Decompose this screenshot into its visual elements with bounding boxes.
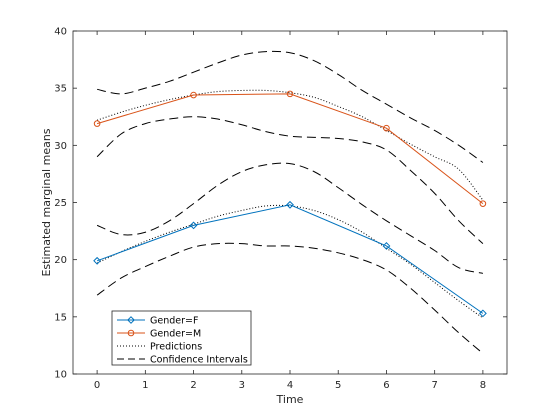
x-tick-label: 2 <box>190 380 196 391</box>
y-tick-label: 40 <box>54 27 67 38</box>
data-point-gender-f <box>286 200 294 209</box>
y-tick-label: 35 <box>54 84 67 95</box>
legend-label: Gender=M <box>150 329 201 340</box>
legend: Gender=F Gender=M Predictions Confidence In… <box>111 310 252 366</box>
y-tick-label: 25 <box>54 198 67 209</box>
y-tick-label: 15 <box>54 312 67 323</box>
x-tick-label: 8 <box>480 380 486 391</box>
x-tick-label: 7 <box>431 380 437 391</box>
x-tick-label: 4 <box>287 380 293 391</box>
data-point-gender-m <box>190 91 197 99</box>
x-axis-title: Time <box>276 393 304 406</box>
data-point-gender-m <box>479 200 487 207</box>
data-point-gender-m <box>93 120 101 127</box>
y-tick-label: 30 <box>54 141 67 152</box>
confidence-interval-line <box>96 162 484 274</box>
y-tick-label: 20 <box>54 255 67 266</box>
axes-layer: 0 1 2 3 4 5 6 7 8 10 15 20 25 30 35 40 <box>54 27 507 391</box>
data-point-gender-m <box>286 90 294 98</box>
legend-label: Predictions <box>150 342 202 353</box>
data-point-gender-f <box>478 309 487 318</box>
prediction-line <box>96 89 484 201</box>
series-layer <box>93 50 487 354</box>
series-line-gender-m <box>96 93 484 205</box>
legend-marker <box>127 316 135 324</box>
legend-label: Gender=F <box>150 316 198 327</box>
legend-label: Confidence Intervals <box>150 355 248 366</box>
data-point-gender-f <box>93 256 102 265</box>
legend-marker <box>127 329 135 337</box>
x-tick-label: 5 <box>335 380 341 391</box>
data-point-gender-f <box>382 242 391 250</box>
data-point-gender-f <box>189 221 198 230</box>
y-tick-label: 10 <box>54 370 67 381</box>
x-tick-label: 6 <box>383 380 389 391</box>
data-point-gender-m <box>383 124 390 132</box>
y-axis-title: Estimated marginal means <box>40 128 53 276</box>
x-tick-label: 0 <box>94 380 100 391</box>
confidence-interval-line <box>96 116 484 245</box>
x-tick-label: 1 <box>142 380 148 391</box>
x-tick-label: 3 <box>239 380 245 391</box>
series-line-gender-f <box>96 204 484 314</box>
confidence-interval-line <box>97 50 484 163</box>
confidence-interval-line <box>96 242 484 354</box>
